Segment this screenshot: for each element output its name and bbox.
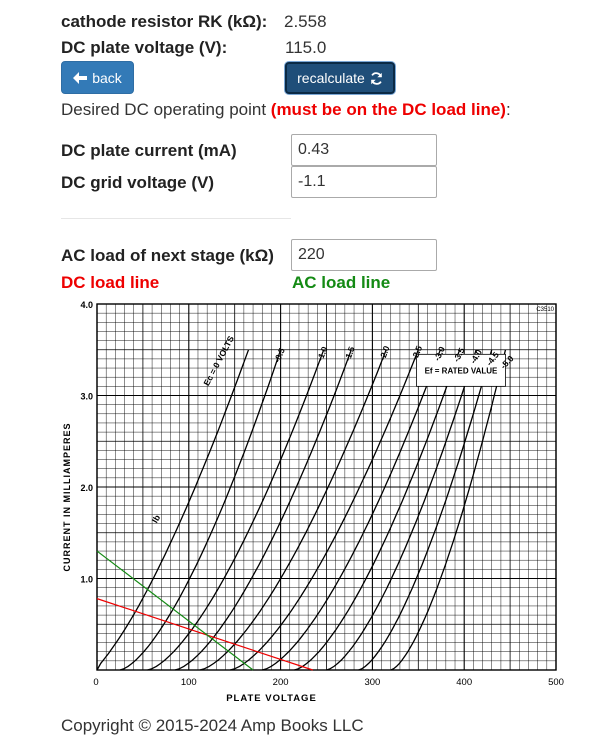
refresh-icon — [371, 71, 382, 85]
curve-label: Ec = 0 VOLTS — [201, 334, 236, 387]
divider — [61, 218, 291, 219]
x-tick-label: 100 — [181, 677, 197, 688]
intro-warning: (must be on the DC load line) — [270, 100, 506, 119]
recalculate-button-label: recalculate — [297, 70, 365, 86]
plate-curve — [262, 349, 441, 671]
copyright-footer: Copyright © 2015-2024 Amp Books LLC — [61, 716, 364, 735]
plate-curve — [96, 349, 250, 671]
back-button-label: back — [92, 69, 122, 86]
plate-curve — [390, 349, 507, 671]
x-tick-label: 0 — [93, 677, 98, 688]
x-tick-label: 200 — [273, 677, 289, 688]
y-tick-label: 1.0 — [80, 575, 93, 585]
intro-text: Desired DC operating point — [61, 100, 271, 119]
chart-labels: 0 100 200 300 400 500 1.0 2.0 3.0 4.0 PLATE VOLTAG… — [62, 300, 564, 704]
ac-load-line-legend: AC load line — [292, 273, 391, 292]
plate-curve — [119, 349, 282, 671]
grid-voltage-label: DC grid voltage (V) — [61, 173, 215, 192]
chart-code: C3510 — [536, 307, 554, 313]
plate-characteristics-chart: 0 100 200 300 400 500 1.0 2.0 3.0 4.0 PLATE VOLTAG… — [62, 300, 564, 704]
x-tick-label: 300 — [364, 677, 380, 688]
plate-voltage-value: 115.0 — [285, 38, 327, 57]
load-lines — [96, 550, 313, 671]
arrow-left-icon — [73, 71, 88, 84]
curve-label: -2.0 — [377, 344, 391, 361]
curve-label: -1.5 — [342, 345, 356, 362]
plate-curve — [199, 349, 387, 671]
plate-curves — [96, 349, 507, 671]
recalculate-button[interactable]: recalculate — [285, 62, 395, 94]
chart-grid — [96, 303, 557, 671]
cathode-resistor-value: 2.558 — [284, 12, 327, 31]
dc-load-line — [96, 598, 313, 671]
curve-label: -1.0 — [315, 345, 330, 363]
plate-curve — [326, 349, 477, 671]
x-tick-label: 400 — [456, 677, 472, 688]
note-box — [416, 353, 506, 387]
plate-current-input[interactable] — [291, 134, 437, 166]
plate-curve — [147, 349, 325, 671]
y-tick-label: 2.0 — [80, 483, 93, 493]
plate-curve — [174, 349, 352, 671]
cathode-resistor-label: cathode resistor RK (kΩ): — [61, 12, 268, 31]
plate-curve — [229, 349, 419, 671]
ac-load-input[interactable] — [291, 239, 437, 271]
y-axis-label: CURRENT IN MILLIAMPERES — [62, 423, 72, 572]
y-tick-label: 4.0 — [80, 300, 93, 310]
back-button[interactable]: back — [61, 61, 134, 94]
ib-label: Ib — [150, 513, 162, 525]
dc-load-line-legend: DC load line — [61, 273, 160, 292]
operating-point-intro: Desired DC operating point (must be on t… — [61, 100, 511, 120]
plate-current-label: DC plate current (mA) — [61, 141, 237, 160]
plate-voltage-label: DC plate voltage (V): — [61, 38, 228, 57]
plate-curve — [358, 349, 493, 671]
ac-load-label: AC load of next stage (kΩ) — [61, 246, 274, 265]
grid-voltage-input[interactable] — [291, 166, 437, 198]
ac-load-line — [96, 550, 254, 671]
plate-curve — [294, 349, 461, 671]
intro-suffix: : — [505, 100, 511, 119]
x-axis-label: PLATE VOLTAGE — [226, 693, 317, 704]
x-tick-label: 500 — [548, 677, 564, 688]
curve-label: -0.5 — [272, 346, 287, 364]
note-text: Ef = RATED VALUE — [425, 366, 498, 375]
y-tick-label: 3.0 — [80, 392, 93, 402]
